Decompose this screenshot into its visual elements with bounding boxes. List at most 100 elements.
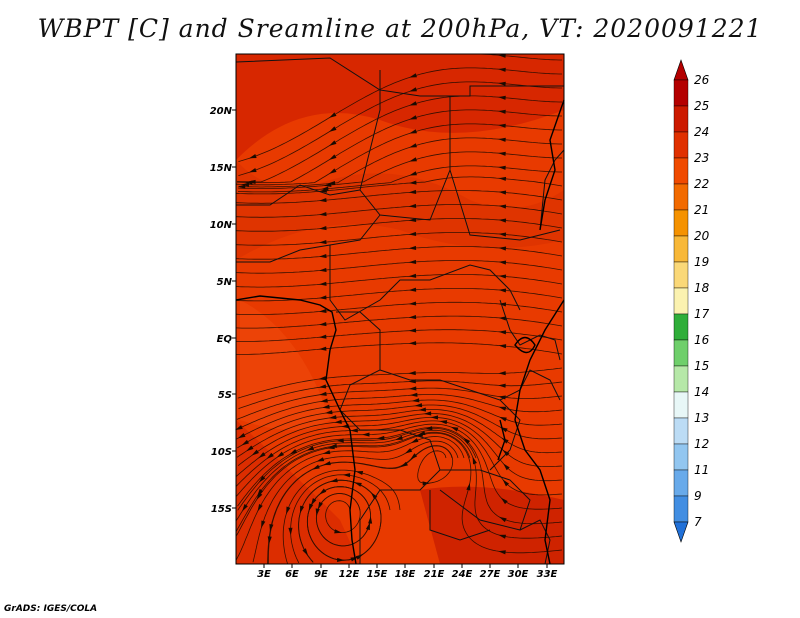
border-car <box>329 245 521 321</box>
streamline-arrow <box>500 497 508 505</box>
colorbar-swatch <box>673 131 689 159</box>
streamline-arrow <box>498 274 507 279</box>
streamline-arrow <box>414 403 423 408</box>
streamline-arrow <box>329 168 337 174</box>
streamline-arrow <box>336 438 344 443</box>
streamline-arrow <box>312 464 320 470</box>
streamline-arrow <box>498 260 507 265</box>
streamline <box>237 426 563 525</box>
border-north <box>235 57 564 97</box>
streamline-arrow <box>498 316 507 321</box>
border-angola <box>360 429 441 491</box>
colorbar-swatch <box>673 79 689 107</box>
streamline-arrow <box>409 143 417 148</box>
streamline-arrow <box>409 87 417 92</box>
lat-tick-label: 5S <box>218 390 232 401</box>
lon-tick-label: 18E <box>395 569 416 580</box>
streamline-arrow <box>266 452 274 459</box>
streamline-arrow <box>502 449 510 457</box>
streamline-arrow <box>276 451 285 458</box>
streamline-arrow <box>289 449 298 455</box>
streamline-arrow <box>498 302 507 307</box>
lon-tick-label: 21E <box>424 569 445 580</box>
colorbar-label: 7 <box>694 515 702 529</box>
streamline-arrow <box>329 154 337 160</box>
streamline-arrow <box>329 443 338 448</box>
streamline-arrow <box>258 452 266 459</box>
streamline-arrow <box>408 370 416 376</box>
streamline-arrow <box>408 189 417 194</box>
streamline-arrow <box>417 431 426 436</box>
streamline-arrow <box>430 415 439 420</box>
streamline-arrow <box>410 438 419 444</box>
colorbar-label: 22 <box>694 177 709 191</box>
streamline-arrow <box>355 554 364 560</box>
colorbar-min-arrow <box>673 521 689 543</box>
colorbar-swatch <box>673 443 689 471</box>
streamline-arrow <box>318 295 327 300</box>
border-niger <box>236 184 361 206</box>
streamline-arrow <box>237 184 246 189</box>
colorbar-swatch <box>673 469 689 497</box>
streamline-arrow <box>350 556 359 562</box>
streamline-arrow <box>244 180 253 185</box>
colorbar-swatch <box>673 339 689 367</box>
streamline-arrow <box>318 384 327 389</box>
streamline-arrow <box>299 505 305 514</box>
lat-tick-label: 10N <box>210 220 233 231</box>
streamline-arrow <box>329 112 337 118</box>
streamline-arrow <box>498 534 507 539</box>
streamline-arrow <box>362 432 370 437</box>
streamline-arrow <box>408 386 417 391</box>
streamline-arrow <box>308 503 314 512</box>
colorbar-label: 9 <box>694 489 702 503</box>
streamline-arrow <box>286 506 291 515</box>
lat-tick-label: 15N <box>210 163 233 174</box>
streamline-arrow <box>342 473 351 478</box>
lon-tick-label: 15E <box>367 569 388 580</box>
colorbar-label: 16 <box>694 333 710 347</box>
streamline <box>236 246 563 260</box>
streamline <box>236 123 562 186</box>
streamline <box>236 399 563 440</box>
streamline-arrow <box>409 157 417 162</box>
streamline <box>238 380 563 409</box>
border-sudan <box>449 169 561 241</box>
streamline-arrow <box>498 176 507 181</box>
streamline-arrow <box>248 154 257 159</box>
coastline-east <box>514 299 565 565</box>
streamline-arrow <box>498 151 506 156</box>
streamline-arrow <box>235 425 243 431</box>
border-botswana <box>429 490 491 541</box>
streamline <box>282 469 401 564</box>
streamline <box>236 342 563 355</box>
colorbar-swatch <box>673 209 689 237</box>
streamline-arrow <box>409 129 417 134</box>
streamline-arrow <box>237 433 246 439</box>
colorbar-label: 23 <box>694 151 709 165</box>
streamline-arrow <box>503 463 510 471</box>
streamline <box>236 176 563 195</box>
streamline-arrow <box>365 522 370 531</box>
colorbar-max-arrow <box>673 59 689 81</box>
streamline-arrow <box>256 492 263 500</box>
streamline <box>236 232 563 246</box>
streamline <box>236 387 563 420</box>
colorbar-label: 12 <box>694 437 709 451</box>
lake-victoria <box>514 336 536 354</box>
colorbar-label: 20 <box>694 229 710 243</box>
streamline-arrow <box>498 246 507 251</box>
streamline-arrow <box>498 344 507 349</box>
colorbar-label: 24 <box>694 125 709 139</box>
streamline-arrow <box>323 182 332 188</box>
lon-tick-label: 12E <box>339 569 360 580</box>
streamline-arrow <box>319 226 327 231</box>
streamline-arrow <box>318 322 327 327</box>
streamline-arrow <box>409 392 418 397</box>
streamline-arrow <box>424 426 433 431</box>
streamline-arrow <box>320 398 328 403</box>
streamline-arrow <box>498 550 506 555</box>
warm-band-sahel <box>236 160 564 260</box>
streamline-arrow <box>409 115 417 120</box>
streamline <box>237 165 562 193</box>
